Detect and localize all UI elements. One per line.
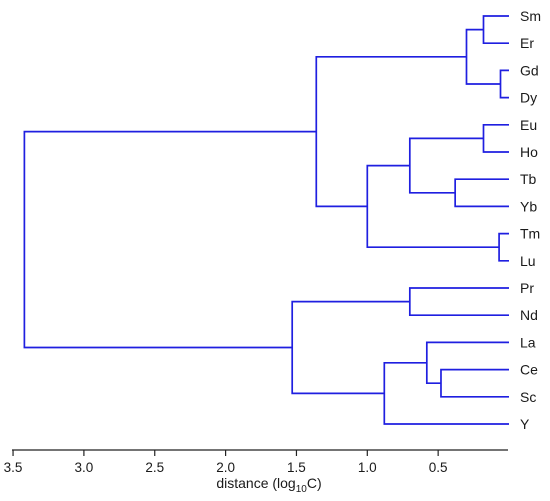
leaf-label-y: Y <box>520 416 530 432</box>
leaf-label-pr: Pr <box>520 280 534 296</box>
leaf-label-er: Er <box>520 35 534 51</box>
x-tick-label-3-0: 3.0 <box>75 460 94 475</box>
leaf-label-dy: Dy <box>520 90 537 106</box>
leaf-label-sm: Sm <box>520 8 541 24</box>
x-axis: 3.5 3.0 2.5 2.0 1.5 1.0 0.5 <box>4 449 508 475</box>
leaf-label-gd: Gd <box>520 62 539 78</box>
dendrogram-links <box>23 15 509 425</box>
x-tick-label-1-0: 1.0 <box>358 460 377 475</box>
link-m-sm-er <box>482 15 509 45</box>
leaf-label-eu: Eu <box>520 117 537 133</box>
leaf-label-ce: Ce <box>520 362 538 378</box>
link-m-eu-yb <box>408 137 484 194</box>
link-m-sm-lu <box>315 55 467 208</box>
x-axis-title: distance (log10C) <box>216 475 321 495</box>
leaf-label-lu: Lu <box>520 253 536 269</box>
link-m-tb-yb <box>454 178 509 208</box>
link-m-gd-dy <box>499 69 509 99</box>
leaf-label-tb: Tb <box>520 171 537 187</box>
link-m-pr-nd <box>408 287 509 317</box>
leaf-label-yb: Yb <box>520 198 537 214</box>
x-tick-label-0-5: 0.5 <box>429 460 448 475</box>
leaf-label-ho: Ho <box>520 144 538 160</box>
link-m-tm-lu <box>498 232 509 262</box>
x-axis-ticks: 3.5 3.0 2.5 2.0 1.5 1.0 0.5 <box>4 450 448 475</box>
x-tick-label-3-5: 3.5 <box>4 460 23 475</box>
link-m-ce-sc <box>440 368 509 398</box>
x-tick-label-2-5: 2.5 <box>145 460 164 475</box>
leaf-label-sc: Sc <box>520 389 536 405</box>
leaf-label-tm: Tm <box>520 226 540 242</box>
link-m-root <box>23 130 317 349</box>
link-m-eu-ho <box>482 123 509 153</box>
link-m-la-sc <box>425 341 509 385</box>
link-m-la-y <box>383 361 509 425</box>
x-tick-label-2-0: 2.0 <box>216 460 235 475</box>
leaf-label-la: La <box>520 334 536 350</box>
leaf-label-nd: Nd <box>520 307 538 323</box>
x-tick-label-1-5: 1.5 <box>287 460 306 475</box>
link-m-pr-y <box>291 300 410 395</box>
leaf-labels: Sm Er Gd Dy Eu Ho Tb Yb Tm Lu Pr Nd La Ce Sc Y <box>520 8 541 432</box>
